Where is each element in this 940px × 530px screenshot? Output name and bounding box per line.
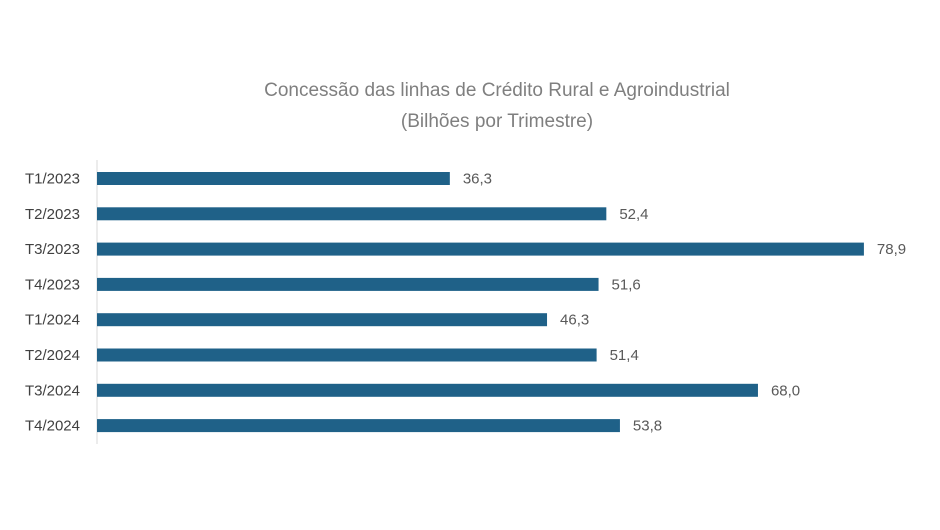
bar (97, 207, 607, 221)
category-label: T1/2023 (25, 171, 80, 188)
data-label: 51,6 (612, 276, 641, 293)
data-label: 68,0 (771, 382, 800, 399)
category-label: T1/2024 (25, 312, 80, 329)
bar (97, 172, 450, 185)
bar (97, 313, 548, 327)
category-label: T3/2024 (25, 382, 80, 399)
data-label: 78,9 (877, 241, 906, 258)
category-label: T2/2023 (25, 206, 80, 223)
data-label: 52,4 (619, 206, 648, 223)
data-label: 51,4 (610, 347, 639, 364)
bar (97, 383, 758, 397)
bar (97, 242, 864, 256)
data-label: 53,8 (633, 418, 662, 435)
category-label: T4/2024 (25, 418, 80, 435)
chart-subtitle: (Bilhões por Trimestre) (401, 111, 593, 132)
chart-title: Concessão das linhas de Crédito Rural e … (264, 80, 730, 101)
data-label: 36,3 (463, 171, 492, 188)
bars-group: T1/2023 36,3 T2/2023 52,4 T3/2023 78,9 T4/2023… (25, 171, 906, 435)
category-label: T2/2024 (25, 347, 80, 364)
category-label: T4/2023 (25, 276, 80, 293)
bar (97, 419, 620, 433)
bar (97, 348, 597, 362)
bar (97, 277, 599, 291)
data-label: 46,3 (560, 312, 589, 329)
category-label: T3/2023 (25, 241, 80, 258)
